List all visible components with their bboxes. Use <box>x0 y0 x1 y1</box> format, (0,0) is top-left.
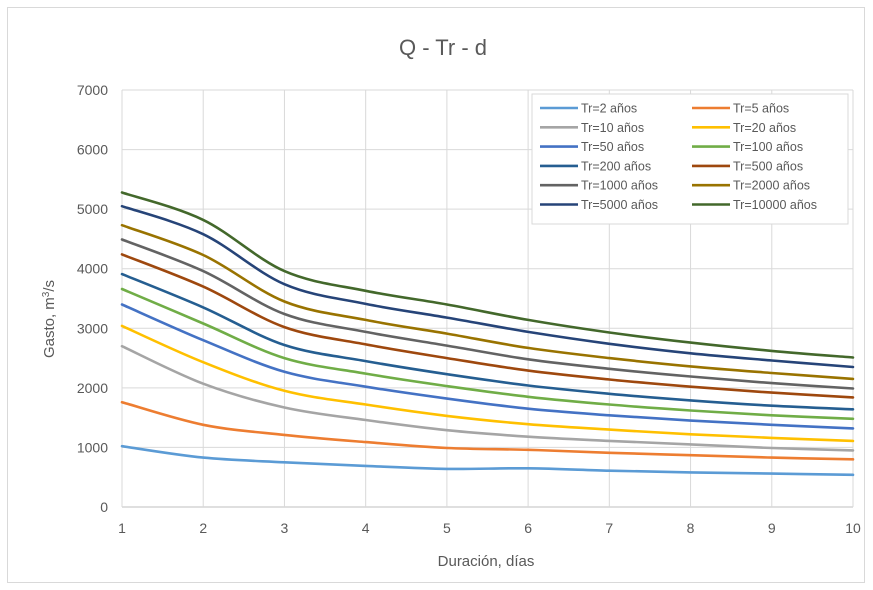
y-axis-title-sup: 3 <box>41 291 52 297</box>
y-tick-label: 4000 <box>77 261 108 277</box>
y-tick-label: 7000 <box>77 82 108 98</box>
y-tick-label: 0 <box>100 499 108 515</box>
legend-label: Tr=500 años <box>733 159 803 173</box>
legend-label: Tr=10 años <box>581 121 644 135</box>
series-line-12 <box>120 191 855 359</box>
x-tick-label: 9 <box>768 520 776 536</box>
y-tick-label: 3000 <box>77 320 108 336</box>
chart-svg: 0 1000 2000 3000 4000 5000 6000 7000 1 2 3 4 5 6 7 8 9 10… <box>41 35 861 570</box>
legend-label: Tr=50 años <box>581 140 644 154</box>
x-tick-label: 8 <box>687 520 695 536</box>
series-line-2 <box>120 400 855 461</box>
legend-label: Tr=10000 años <box>733 198 817 212</box>
y-tick-label: 5000 <box>77 201 108 217</box>
series-line-10 <box>120 223 855 381</box>
legend-label: Tr=2000 años <box>733 179 810 193</box>
legend-label: Tr=100 años <box>733 140 803 154</box>
y-axis-title-main: Gasto, m <box>41 297 58 358</box>
x-tick-label: 3 <box>281 520 289 536</box>
series-line-3 <box>120 344 855 452</box>
x-tick-label: 5 <box>443 520 451 536</box>
x-axis-title: Duración, días <box>438 553 535 570</box>
x-tick-label: 2 <box>199 520 207 536</box>
chart-area: 0 1000 2000 3000 4000 5000 6000 7000 1 2 3 4 5 6 7 8 9 10… <box>7 7 865 583</box>
series-line-8 <box>120 253 855 399</box>
x-tick-label: 6 <box>524 520 532 536</box>
series-line-11 <box>120 204 855 369</box>
series-line-6 <box>120 287 855 421</box>
legend-label: Tr=2 años <box>581 102 637 116</box>
y-tick-label: 6000 <box>77 142 108 158</box>
x-tick-label: 7 <box>605 520 613 536</box>
series-line-5 <box>120 303 855 430</box>
x-tick-label: 4 <box>362 520 370 536</box>
y-tick-label: 2000 <box>77 380 108 396</box>
legend-label: Tr=1000 años <box>581 179 658 193</box>
y-axis-title: Gasto, m3/s <box>41 280 59 358</box>
chart-title: Q - Tr - d <box>399 35 487 60</box>
x-tick-label: 10 <box>845 520 861 536</box>
series-line-4 <box>120 324 855 443</box>
axis-layer: 0 1000 2000 3000 4000 5000 6000 7000 1 2 3 4 5 6 7 8 9 10 <box>77 82 861 536</box>
legend-box <box>531 93 849 225</box>
legend-label: Tr=5 años <box>733 102 789 116</box>
legend-label: Tr=200 años <box>581 159 651 173</box>
x-tick-label: 1 <box>118 520 126 536</box>
y-axis-title-unit: /s <box>41 280 58 292</box>
legend-label: Tr=5000 años <box>581 198 658 212</box>
series-layer <box>120 191 855 477</box>
series-line-7 <box>120 272 855 411</box>
legend-label: Tr=20 años <box>733 121 796 135</box>
y-tick-label: 1000 <box>77 439 108 455</box>
legend: Tr=2 años Tr=5 años Tr=10 años Tr=20 años Tr… <box>531 93 849 225</box>
series-line-1 <box>120 444 855 477</box>
series-line-9 <box>120 238 855 390</box>
